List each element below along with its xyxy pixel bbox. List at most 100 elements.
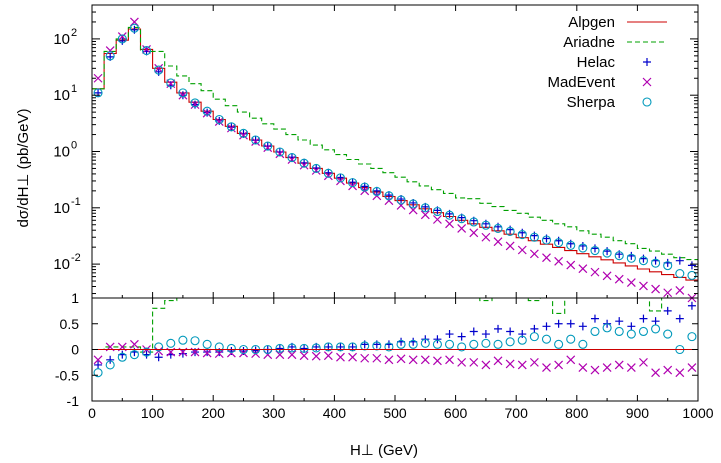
point-sherpa — [117, 34, 127, 44]
y-tick-label: 10 — [53, 256, 70, 273]
point-helac — [275, 147, 284, 156]
x-tick-label: 1000 — [682, 405, 713, 421]
ratio-point-sherpa — [226, 343, 236, 354]
point-sherpa — [178, 88, 188, 98]
point-sherpa — [299, 158, 309, 168]
ratio-point-helac — [663, 306, 672, 315]
y-tick-exponent: -1 — [71, 196, 81, 208]
point-sherpa — [154, 65, 164, 75]
point-madevent — [239, 130, 248, 140]
point-sherpa — [275, 147, 285, 157]
point-madevent — [154, 63, 164, 73]
ratio-point-helac — [457, 332, 466, 341]
point-sherpa — [517, 229, 527, 240]
ratio-point-madevent — [590, 365, 600, 375]
ratio-point-sherpa — [93, 368, 103, 378]
ratio-point-sherpa — [614, 326, 624, 337]
point-sherpa — [238, 128, 249, 138]
ratio-point-helac — [445, 330, 454, 339]
point-madevent — [651, 284, 661, 294]
ratio-point-madevent — [517, 360, 527, 370]
point-madevent — [675, 286, 685, 295]
ratio-point-sherpa — [638, 326, 649, 337]
ratio-point-sherpa — [457, 342, 467, 352]
point-sherpa — [323, 168, 333, 178]
y-tick-exponent: 2 — [71, 27, 77, 39]
point-madevent — [505, 241, 515, 251]
point-madevent — [578, 264, 588, 274]
ratio-point-sherpa — [178, 335, 188, 345]
point-sherpa — [638, 256, 649, 266]
point-helac — [675, 256, 684, 265]
point-sherpa — [590, 246, 600, 256]
ratio-point-helac — [530, 324, 539, 333]
ratio-point-sherpa — [554, 339, 564, 349]
ratio-point-madevent — [372, 353, 382, 363]
ratio-point-sherpa — [396, 339, 406, 349]
ratio-point-helac — [94, 360, 103, 369]
ratio-point-helac — [154, 353, 163, 362]
point-madevent — [226, 123, 236, 133]
ratio-point-sherpa — [335, 342, 346, 352]
point-madevent — [202, 108, 212, 118]
ratio-tick-label: 0 — [71, 342, 79, 358]
point-sherpa — [420, 203, 430, 213]
point-sherpa — [214, 114, 224, 125]
point-sherpa — [408, 199, 418, 209]
ratio-point-helac — [494, 324, 503, 333]
ratio-point-sherpa — [275, 343, 285, 354]
ratio-point-madevent — [408, 355, 418, 365]
point-sherpa — [360, 182, 370, 192]
point-helac — [627, 251, 636, 260]
point-sherpa — [335, 173, 346, 183]
point-helac — [651, 256, 660, 265]
x-tick-label: 300 — [262, 405, 286, 421]
point-helac — [639, 254, 648, 263]
x-axis-label: H⊥ (GeV) — [350, 442, 418, 459]
point-helac — [166, 81, 175, 90]
point-sherpa — [432, 206, 442, 217]
point-sherpa — [105, 51, 115, 61]
ratio-point-helac — [106, 355, 115, 364]
point-sherpa — [129, 23, 139, 33]
point-helac — [348, 178, 357, 187]
y-tick-label: 10 — [53, 87, 70, 104]
point-helac — [590, 244, 599, 253]
point-sherpa — [287, 153, 297, 163]
ratio-point-sherpa — [190, 336, 200, 346]
point-madevent — [299, 160, 309, 170]
ratio-tick-label: -1 — [67, 393, 80, 409]
point-madevent — [93, 73, 103, 83]
point-sherpa — [226, 122, 236, 132]
ratio-point-helac — [542, 322, 551, 331]
ratio-point-madevent — [493, 356, 503, 366]
point-helac — [384, 191, 393, 200]
ratio-series — [92, 297, 698, 378]
point-madevent — [311, 166, 321, 175]
point-madevent — [614, 274, 624, 284]
ratio-point-sherpa — [529, 332, 539, 342]
ratio-point-madevent — [311, 351, 321, 361]
ratio-point-madevent — [93, 355, 103, 365]
ratio-point-sherpa — [129, 350, 139, 360]
ratio-point-madevent — [626, 363, 636, 372]
ratio-point-sherpa — [541, 334, 552, 344]
x-tick-label: 400 — [323, 405, 347, 421]
ratio-point-sherpa — [505, 337, 515, 347]
point-sherpa — [384, 191, 394, 201]
point-sherpa — [457, 214, 467, 224]
ratio-line-ariadne — [92, 297, 698, 353]
point-madevent — [517, 245, 527, 255]
point-sherpa — [263, 141, 273, 151]
x-tick-label: 0 — [88, 405, 96, 421]
point-sherpa — [311, 163, 321, 173]
ratio-point-helac — [651, 317, 660, 326]
ratio-point-sherpa — [420, 338, 430, 348]
ratio-point-sherpa — [166, 338, 176, 348]
ratio-point-sherpa — [117, 352, 127, 362]
ratio-point-madevent — [675, 368, 685, 378]
ratio-point-helac — [590, 314, 599, 323]
point-madevent — [275, 149, 285, 159]
point-sherpa — [651, 258, 661, 268]
point-helac — [603, 247, 612, 256]
